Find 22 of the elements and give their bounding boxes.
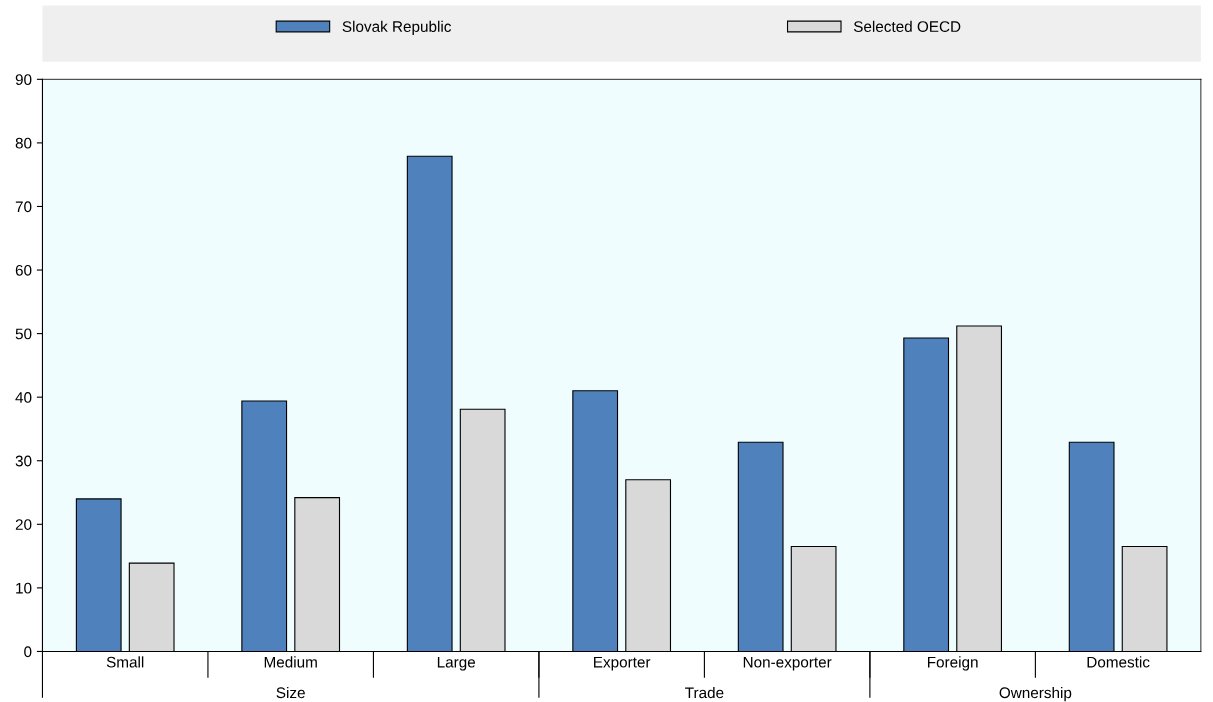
text: Ownership — [999, 686, 1072, 702]
x-tick-label: Non-exporter — [743, 656, 832, 671]
x-tick-label: Medium — [264, 656, 317, 668]
y-tick-label: 10 — [16, 582, 32, 594]
legend-label: Selected OECD — [853, 20, 961, 32]
y-tick-label: 20 — [15, 519, 32, 530]
text: Size — [276, 686, 305, 699]
text: Trade — [685, 686, 724, 699]
y-tick-label: 80 — [15, 137, 32, 149]
y-tick-label: 40 — [15, 392, 32, 403]
y-tick-label: 60 — [15, 264, 32, 276]
x-tick-label: Foreign — [927, 656, 978, 671]
x-tick-label: Exporter — [594, 656, 651, 671]
x-tick-label: Small — [106, 656, 144, 668]
y-tick-label: 70 — [15, 201, 32, 213]
x-tick-label: Large — [437, 656, 476, 671]
y-tick-label: 30 — [15, 455, 32, 467]
y-tick-label: 90 — [15, 74, 32, 86]
x-tick-label: Domestic — [1087, 656, 1150, 668]
y-tick-label: 50 — [15, 328, 32, 340]
legend-label: Slovak Republic — [342, 20, 452, 36]
y-tick-label: 0 — [24, 646, 32, 658]
